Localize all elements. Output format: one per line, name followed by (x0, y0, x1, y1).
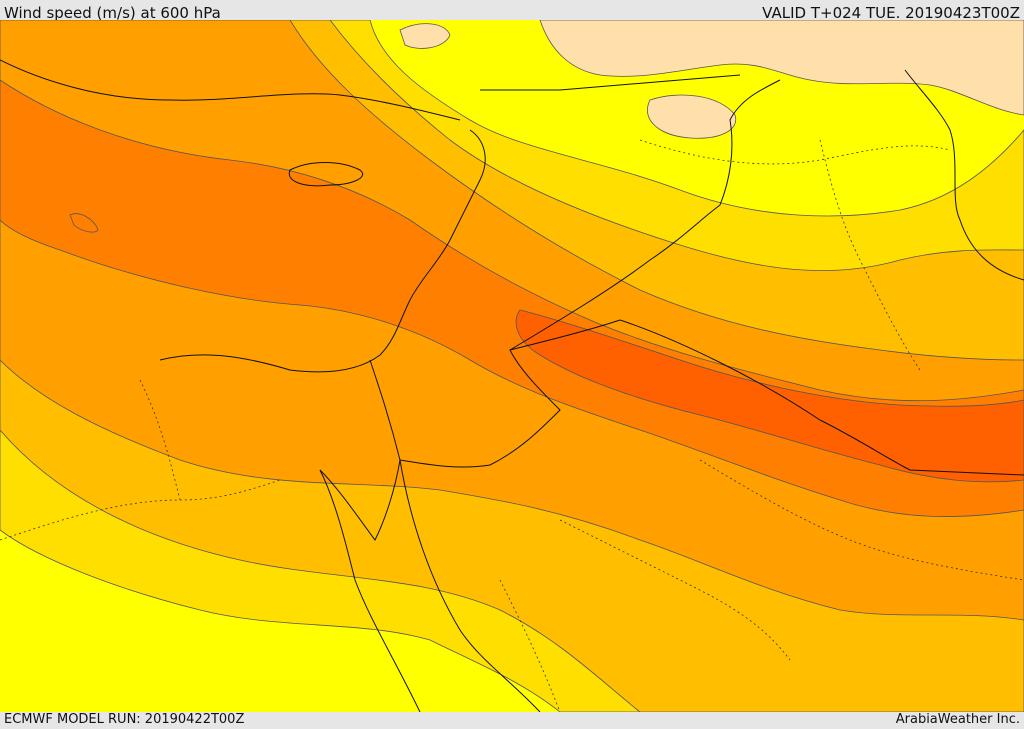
coastlines (0, 59, 541, 712)
internal-boundaries (0, 139, 1024, 712)
map-header: Wind speed (m/s) at 600 hPa VALID T+024 … (0, 4, 1024, 22)
credit-label: ArabiaWeather Inc. (895, 712, 1020, 727)
borders (369, 69, 1024, 476)
calm-area-syria (647, 94, 737, 139)
wind-speed-map (0, 20, 1024, 712)
wind-patch-level-5 (69, 213, 99, 233)
map-title: Wind speed (m/s) at 600 hPa (4, 4, 221, 22)
model-run: ECMWF MODEL RUN: 20190422T00Z (4, 712, 245, 727)
calm-area-north (539, 20, 1024, 116)
wind-speed-field (0, 20, 1024, 712)
map-footer: ECMWF MODEL RUN: 20190422T00Z ArabiaWeat… (0, 711, 1024, 729)
wind-band-level-6 (515, 309, 1024, 483)
calm-area-small (399, 23, 451, 49)
valid-time: VALID T+024 TUE. 20190423T00Z (762, 4, 1020, 22)
